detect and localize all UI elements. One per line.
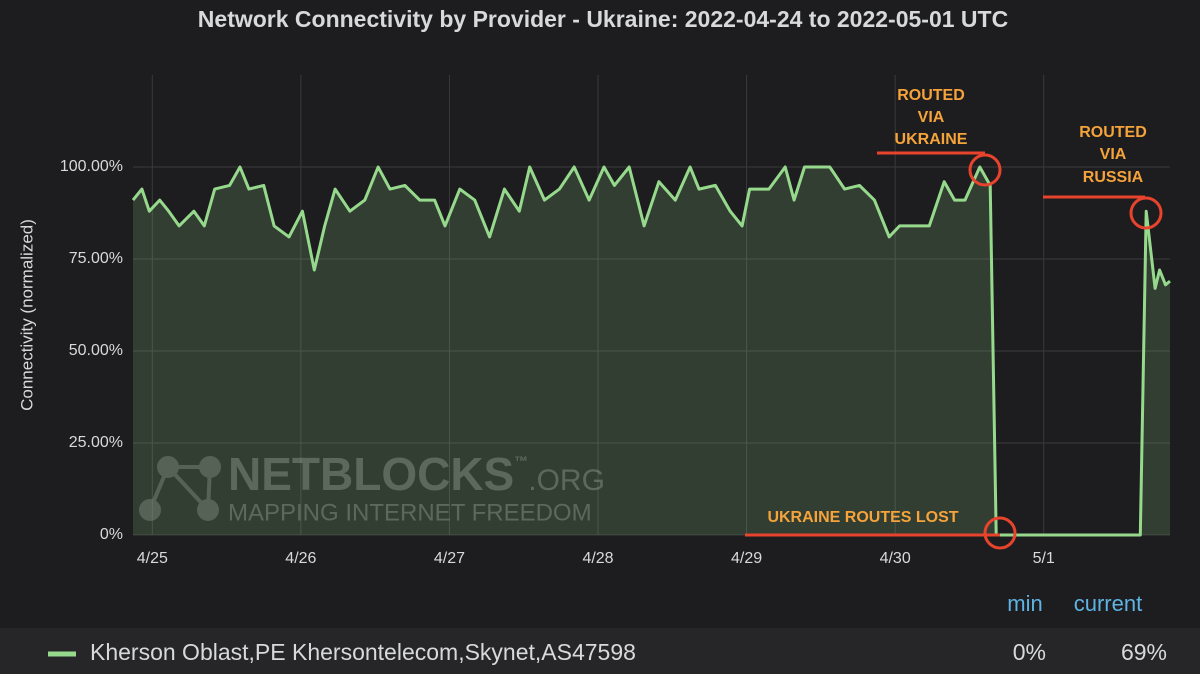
annotation: ROUTED: [1079, 124, 1147, 141]
x-tick-label: 4/28: [582, 550, 613, 567]
watermark-name-text: NETBLOCKS: [228, 448, 514, 500]
chart-title: Network Connectivity by Provider - Ukrai…: [198, 6, 1008, 32]
legend-label[interactable]: Kherson Oblast,PE Khersontelecom,Skynet,…: [90, 639, 636, 665]
annotation-circle: [968, 153, 1002, 187]
annotation: RUSSIA: [1083, 169, 1144, 186]
watermark-tm: ™: [514, 453, 528, 469]
legend-band: [0, 628, 1200, 674]
annotation: VIA: [1100, 146, 1127, 163]
y-tick-label: 50.00%: [69, 342, 123, 359]
annotation-circle: [1129, 196, 1163, 230]
legend-column-header: current: [1074, 591, 1142, 616]
y-axis-label: Connectivity (normalized): [17, 219, 36, 411]
y-tick-label: 25.00%: [69, 434, 123, 451]
y-tick-label: 0%: [100, 526, 123, 543]
x-tick-label: 4/27: [434, 550, 465, 567]
legend-value: 69%: [1121, 639, 1167, 665]
annotation: ROUTED: [897, 87, 965, 104]
x-tick-label: 4/30: [880, 550, 911, 567]
legend-column-header: min: [1007, 591, 1042, 616]
plot: [131, 165, 1171, 537]
watermark: NETBLOCKS™.ORG MAPPING INTERNET FREEDOM: [139, 448, 605, 526]
annotation: UKRAINE ROUTES LOST: [767, 509, 958, 526]
watermark-suffix: .ORG: [528, 464, 605, 497]
annotation: VIA: [918, 109, 945, 126]
watermark-name: NETBLOCKS™.ORG: [228, 448, 605, 500]
watermark-logo: [139, 456, 221, 521]
annotation-circle: [983, 516, 1017, 550]
y-tick-label: 75.00%: [69, 250, 123, 267]
x-tick-label: 5/1: [1033, 550, 1055, 567]
annotation: UKRAINE: [895, 131, 968, 148]
x-tick-label: 4/29: [731, 550, 762, 567]
area: [133, 167, 1170, 535]
legend-value: 0%: [1013, 639, 1046, 665]
annotations: ROUTED VIA UKRAINE ROUTED VIA RUSSIA UKR…: [745, 87, 1163, 550]
line: [131, 165, 1171, 537]
x-tick-label: 4/26: [285, 550, 316, 567]
watermark-tagline: MAPPING INTERNET FREEDOM: [228, 499, 592, 526]
y-tick-label: 100.00%: [60, 158, 123, 175]
legend: min current Kherson Oblast,PE Khersontel…: [48, 591, 1167, 665]
grid: 0% 25.00% 50.00% 75.00% 100.00% 4/25 4/26 4/27 4…: [60, 75, 1170, 567]
x-tick-label: 4/25: [137, 550, 168, 567]
